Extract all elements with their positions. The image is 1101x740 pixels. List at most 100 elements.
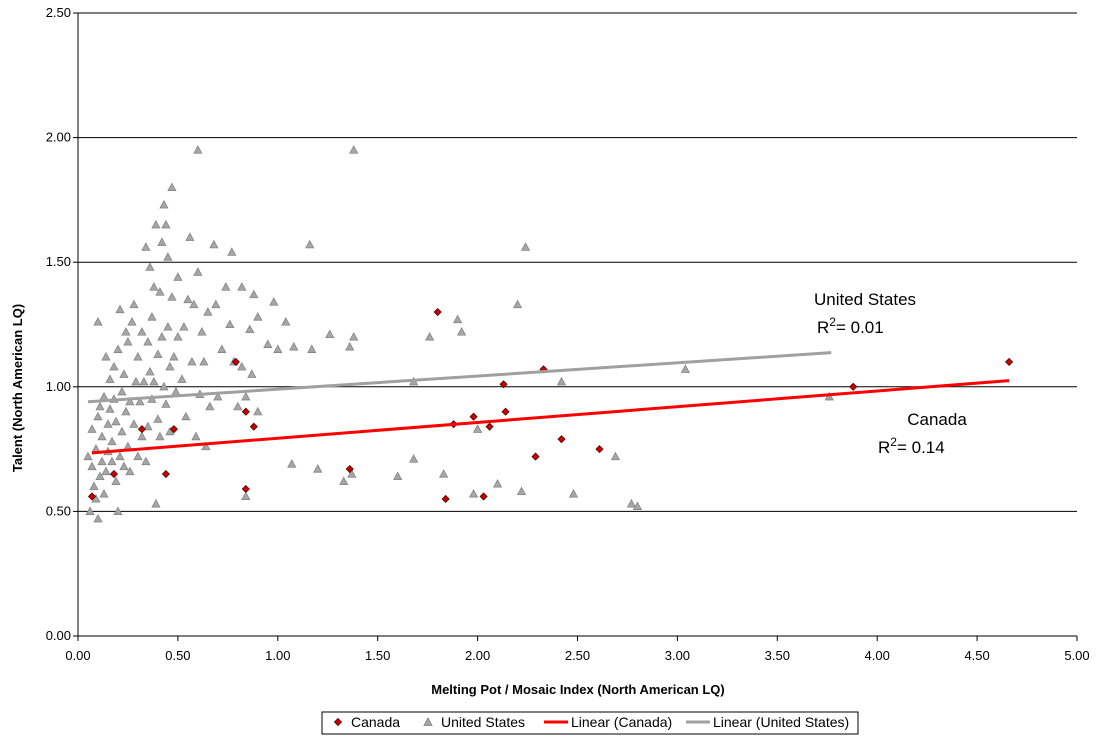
legend-canada: Canada (351, 714, 400, 730)
united-states-point (167, 182, 177, 191)
united-states-point (161, 399, 171, 408)
canada-annotation-r2: R2= 0.14 (878, 435, 945, 457)
x-tick-label: 0.00 (65, 648, 90, 663)
canada-point (501, 407, 510, 416)
united-states-point (393, 471, 403, 481)
y-tick-label: 0.00 (46, 628, 71, 643)
y-tick-labels: 0.00 0.50 1.00 1.50 2.00 2.50 (46, 5, 71, 643)
canada-r2-value: = 0.14 (897, 438, 945, 457)
united-states-point (610, 451, 621, 461)
united-states-point (512, 299, 523, 309)
united-states-point (568, 489, 579, 498)
united-states-point (237, 282, 247, 291)
united-states-point (163, 322, 173, 331)
united-states-point (213, 391, 223, 401)
united-states-point (145, 366, 155, 376)
united-states-point (287, 459, 297, 468)
united-states-point (191, 431, 201, 441)
united-states-point (313, 464, 323, 473)
united-states-point (241, 491, 251, 500)
united-states-point (269, 297, 279, 306)
united-states-point (121, 327, 131, 336)
united-states-point (137, 431, 147, 441)
united-states-point (520, 242, 531, 251)
legend-linear-canada: Linear (Canada) (571, 714, 672, 730)
canada-point (485, 422, 494, 431)
united-states-point (425, 332, 435, 341)
united-states-point (137, 327, 147, 336)
united-states-point (93, 317, 103, 326)
united-states-point (245, 324, 255, 334)
canada-point (169, 425, 178, 434)
united-states-point (626, 498, 637, 508)
united-states-point (115, 304, 125, 314)
united-states-point (409, 454, 419, 463)
united-states-point (113, 344, 123, 353)
united-states-point (111, 476, 121, 486)
united-states-point (197, 327, 207, 336)
united-states-point (263, 339, 273, 348)
united-states-point (95, 401, 105, 411)
x-tick-label: 2.00 (465, 648, 490, 663)
united-states-point (117, 386, 127, 396)
united-states-point (217, 344, 227, 353)
united-states-point (139, 376, 149, 386)
united-states-point (249, 289, 259, 299)
united-states-point (185, 232, 195, 241)
united-states-point (205, 401, 215, 411)
us-annotation-r2: R2= 0.01 (817, 315, 884, 337)
united-states-point (247, 369, 257, 378)
united-states-point (125, 396, 135, 406)
x-tick-label: 4.50 (964, 648, 989, 663)
axes (73, 12, 1078, 641)
us-annotation-label: United States (814, 290, 916, 309)
united-states-point (273, 344, 283, 353)
united-states-point (339, 476, 349, 486)
y-tick-label: 2.00 (46, 130, 71, 145)
united-states-point (305, 239, 315, 249)
united-states-point (151, 498, 161, 508)
united-states-point (87, 424, 97, 433)
united-states-point (107, 436, 117, 446)
united-states-point (473, 424, 483, 433)
united-states-trendline (87, 351, 832, 404)
united-states-point (179, 322, 189, 331)
united-states-point (87, 461, 97, 471)
united-states-point (347, 469, 357, 478)
united-states-point (115, 451, 125, 461)
united-states-point (556, 376, 567, 386)
united-states-point (177, 374, 187, 383)
united-states-point (101, 466, 111, 476)
united-states-point (439, 469, 449, 478)
x-tick-label: 4.00 (865, 648, 890, 663)
x-axis-title: Melting Pot / Mosaic Index (North Americ… (431, 682, 725, 697)
united-states-point (117, 426, 127, 436)
united-states-point (155, 287, 165, 296)
united-states-point (149, 282, 159, 291)
united-states-point (99, 391, 109, 401)
united-states-point (345, 341, 355, 351)
canada-point (161, 469, 170, 479)
united-states-point (149, 376, 159, 386)
united-states-point (171, 386, 181, 396)
united-states-point (83, 451, 93, 461)
canada-point (595, 445, 604, 454)
canada-point (137, 425, 147, 434)
united-states-point (153, 414, 163, 423)
united-states-point (143, 421, 153, 431)
united-states-point (129, 299, 139, 309)
united-states-point (163, 252, 173, 261)
united-states-point (107, 456, 117, 466)
united-states-point (199, 356, 209, 366)
united-states-point (233, 401, 243, 411)
united-states-point (187, 356, 197, 366)
canada-point (109, 469, 119, 479)
united-states-point (93, 513, 103, 523)
united-states-point (193, 267, 203, 276)
us-r2-value: = 0.01 (836, 318, 884, 337)
united-states-point (237, 361, 247, 371)
united-states-point (167, 292, 177, 301)
x-tick-label: 0.50 (165, 648, 190, 663)
x-tick-label: 3.50 (765, 648, 790, 663)
united-states-point (103, 419, 113, 428)
